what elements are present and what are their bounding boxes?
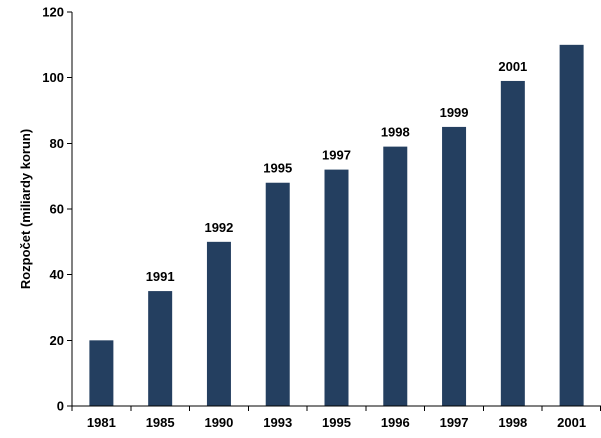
x-axis-ticks: 1981 1985 1990 1993 1995 1996 1997 1998 2001 [71,406,601,430]
bar [265,182,290,406]
bar [206,241,231,406]
bar [324,169,349,406]
x-tick-label: 1985 [146,415,175,430]
x-tick-label: 1995 [322,415,351,430]
y-tick-label: 100 [42,70,64,85]
y-tick-label: 60 [50,202,64,217]
x-tick-label: 1998 [498,415,527,430]
y-tick-label: 20 [50,333,64,348]
bar-data-label: 1998 [381,125,410,140]
bar-data-label: 1997 [322,148,351,163]
y-axis-ticks: 0 20 40 60 80 100 120 [42,5,72,414]
y-tick-label: 120 [42,5,64,20]
bars [89,44,584,407]
y-tick-label: 80 [50,136,64,151]
bar [442,126,467,407]
x-tick-label: 1993 [263,415,292,430]
y-tick-label: 0 [57,399,64,414]
bar-data-label: 1995 [263,161,292,176]
bar [559,44,584,406]
x-tick-label: 1997 [440,415,469,430]
bar-data-label: 1991 [146,269,175,284]
bar-data-label: 1999 [440,105,469,120]
data-labels: 1991 1992 1995 1997 1998 1999 2001 [146,59,528,284]
bar [500,80,525,406]
bar [383,146,408,406]
x-tick-label: 1990 [204,415,233,430]
x-tick-label: 1981 [87,415,116,430]
y-tick-label: 40 [50,267,64,282]
y-axis-title: Rozpočet (miliardy korun) [18,129,33,289]
bar-data-label: 1992 [204,220,233,235]
x-tick-label: 2001 [557,415,586,430]
bar [89,340,114,406]
bar-data-label: 2001 [498,59,527,74]
bar [148,291,173,406]
x-tick-label: 1996 [381,415,410,430]
